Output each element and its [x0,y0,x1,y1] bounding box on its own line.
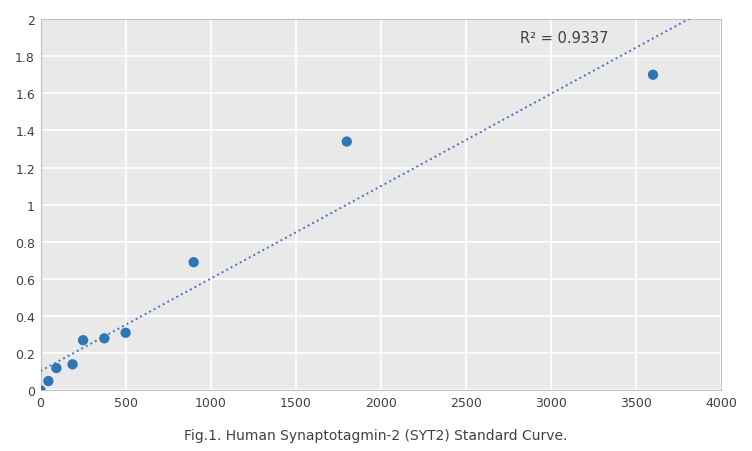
Point [341,138,353,146]
Point [77,337,89,344]
Point [35,387,47,394]
Point [188,259,200,266]
Text: Fig.1. Human Synaptotagmin-2 (SYT2) Standard Curve.: Fig.1. Human Synaptotagmin-2 (SYT2) Stan… [184,428,568,442]
Point [99,335,111,342]
Point [42,377,54,385]
Point [50,364,62,372]
Point [120,329,132,336]
Point [647,72,659,79]
Text: R² = 0.9337: R² = 0.9337 [520,31,609,46]
Point [66,361,78,368]
